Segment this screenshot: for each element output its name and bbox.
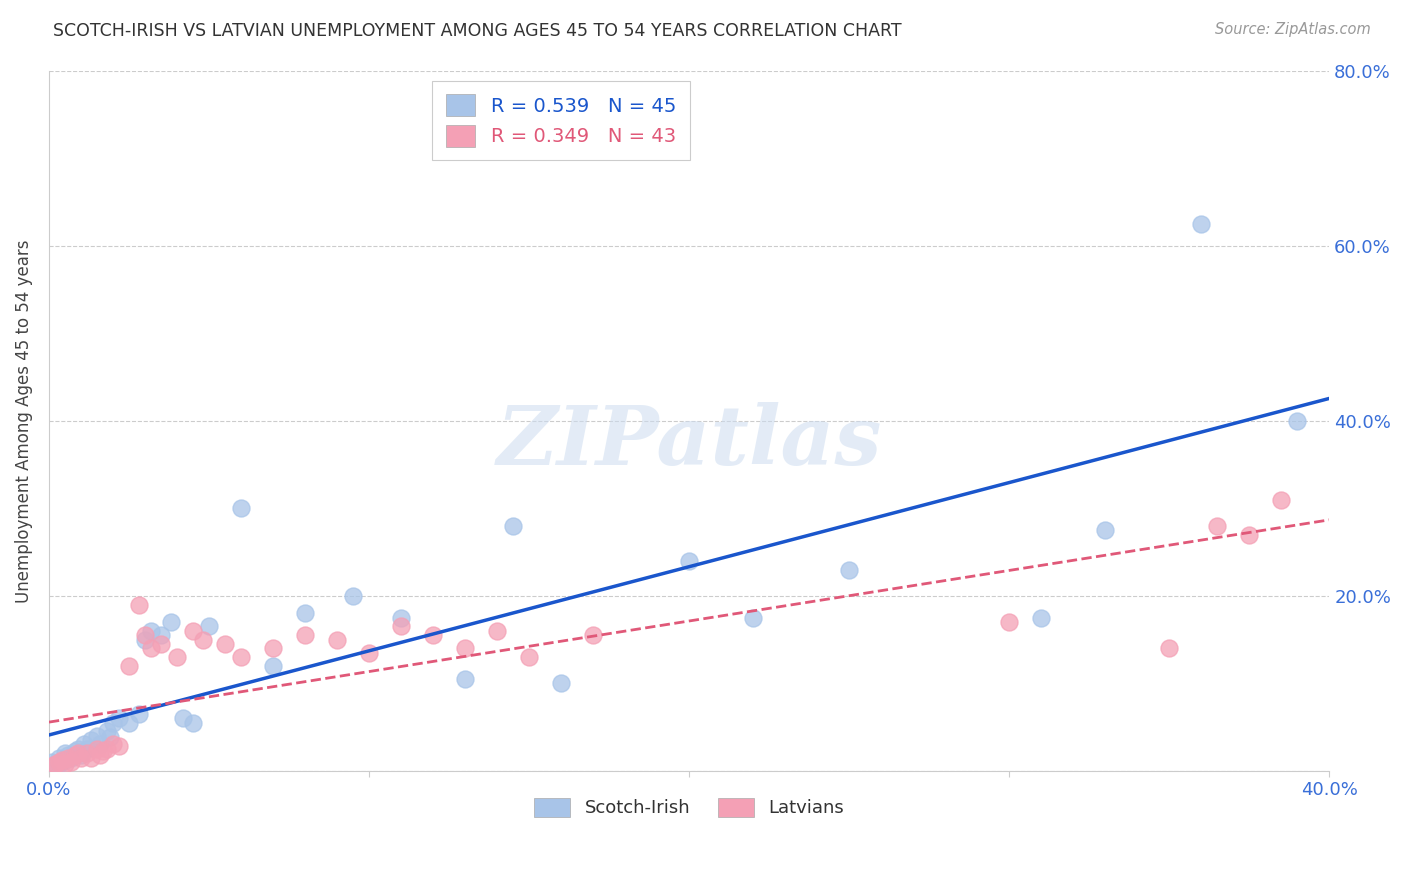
Point: [53, 746, 76, 760]
Point: [1159, 641, 1181, 656]
Point: [118, 715, 141, 730]
Point: [96, 741, 118, 756]
Point: [262, 658, 284, 673]
Point: [63, 744, 86, 758]
Point: [582, 628, 605, 642]
Point: [229, 650, 252, 665]
Point: [128, 598, 150, 612]
Point: [108, 739, 131, 754]
Point: [101, 715, 124, 730]
Point: [60, 750, 83, 764]
Point: [93, 744, 115, 758]
Point: [41, 759, 63, 773]
Point: [159, 615, 181, 629]
Point: [76, 746, 98, 760]
Point: [150, 628, 173, 642]
Point: [1239, 527, 1261, 541]
Point: [150, 637, 173, 651]
Point: [66, 741, 89, 756]
Point: [60, 755, 83, 769]
Point: [678, 554, 700, 568]
Point: [742, 610, 765, 624]
Point: [181, 715, 204, 730]
Point: [294, 628, 316, 642]
Point: [44, 756, 66, 771]
Point: [41, 755, 63, 769]
Point: [76, 741, 98, 756]
Point: [66, 746, 89, 760]
Point: [454, 672, 477, 686]
Point: [389, 619, 412, 633]
Point: [998, 615, 1021, 629]
Point: [70, 750, 93, 764]
Point: [134, 632, 156, 647]
Point: [118, 658, 141, 673]
Point: [326, 632, 349, 647]
Point: [1270, 492, 1292, 507]
Point: [48, 756, 70, 771]
Point: [79, 733, 101, 747]
Point: [389, 610, 412, 624]
Text: SCOTCH-IRISH VS LATVIAN UNEMPLOYMENT AMONG AGES 45 TO 54 YEARS CORRELATION CHART: SCOTCH-IRISH VS LATVIAN UNEMPLOYMENT AMO…: [53, 22, 903, 40]
Point: [134, 628, 156, 642]
Point: [70, 747, 93, 762]
Point: [1206, 518, 1229, 533]
Point: [1189, 217, 1212, 231]
Point: [56, 750, 79, 764]
Point: [1031, 610, 1053, 624]
Point: [48, 755, 70, 769]
Point: [86, 729, 108, 743]
Point: [98, 731, 121, 745]
Point: [181, 624, 204, 638]
Y-axis label: Unemployment Among Ages 45 to 54 years: Unemployment Among Ages 45 to 54 years: [15, 239, 32, 603]
Point: [73, 738, 96, 752]
Point: [141, 641, 163, 656]
Point: [51, 753, 73, 767]
Text: Source: ZipAtlas.com: Source: ZipAtlas.com: [1215, 22, 1371, 37]
Point: [229, 501, 252, 516]
Point: [51, 755, 73, 769]
Point: [79, 750, 101, 764]
Point: [214, 637, 236, 651]
Point: [342, 589, 364, 603]
Point: [101, 738, 124, 752]
Point: [486, 624, 509, 638]
Point: [86, 741, 108, 756]
Point: [172, 711, 194, 725]
Point: [1094, 523, 1116, 537]
Point: [191, 632, 214, 647]
Point: [517, 650, 540, 665]
Point: [262, 641, 284, 656]
Point: [89, 747, 111, 762]
Point: [422, 628, 444, 642]
Point: [128, 706, 150, 721]
Point: [53, 756, 76, 771]
Point: [294, 607, 316, 621]
Point: [56, 747, 79, 762]
Point: [838, 563, 860, 577]
Point: [166, 650, 188, 665]
Text: ZIPatlas: ZIPatlas: [496, 402, 882, 482]
Point: [502, 518, 524, 533]
Point: [141, 624, 163, 638]
Point: [1286, 414, 1309, 428]
Legend: Scotch-Irish, Latvians: Scotch-Irish, Latvians: [527, 791, 851, 824]
Point: [108, 711, 131, 725]
Point: [63, 747, 86, 762]
Point: [53, 753, 76, 767]
Point: [454, 641, 477, 656]
Point: [198, 619, 221, 633]
Point: [357, 646, 380, 660]
Point: [48, 750, 70, 764]
Point: [550, 676, 572, 690]
Point: [89, 738, 111, 752]
Point: [44, 759, 66, 773]
Point: [96, 724, 118, 739]
